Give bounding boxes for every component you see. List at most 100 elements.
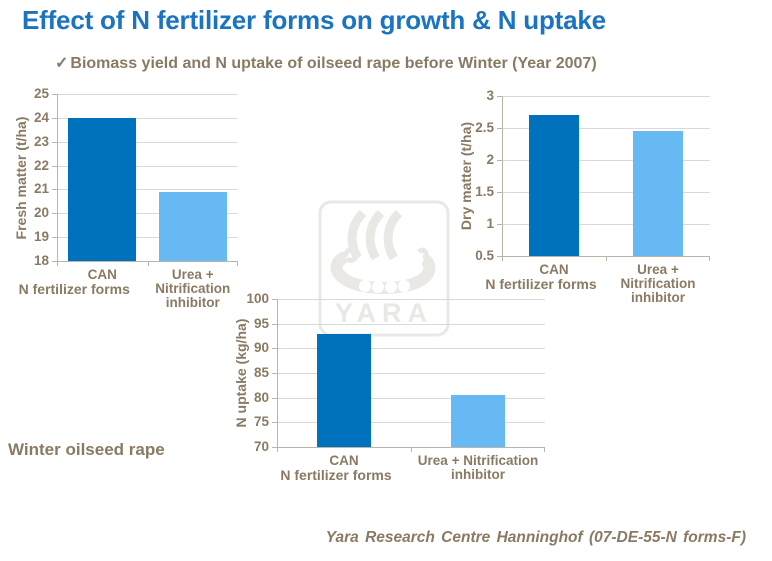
y-tick-mark <box>52 237 57 239</box>
bar-urea <box>633 131 683 256</box>
y-tick-label: 22 <box>33 157 49 173</box>
y-tick-mark <box>497 96 502 97</box>
credit-line: Yara Research Centre Hanninghof (07-DE-5… <box>325 529 746 546</box>
subtitle-bullet: ✓ Biomass yield and N uptake of oilseed r… <box>55 53 597 73</box>
y-tick-label: 1.5 <box>475 184 494 199</box>
category-label: Urea + Nitrification inhibitor <box>417 453 539 482</box>
y-tick-label: 19 <box>33 229 49 245</box>
gridline <box>502 128 710 129</box>
y-tick-label: 85 <box>253 365 269 380</box>
ship-hull-icon <box>330 251 436 295</box>
ship-shield-icon <box>385 281 397 293</box>
y-tick-label: 23 <box>33 133 49 149</box>
ship-shield-icon <box>372 281 384 293</box>
y-tick-mark <box>52 213 57 215</box>
y-tick-label: 21 <box>33 181 49 197</box>
x-tick-mark <box>709 256 710 261</box>
gridline <box>57 213 238 215</box>
gridline <box>277 323 545 325</box>
gridline <box>277 397 545 399</box>
ship-shield-icon <box>359 280 371 292</box>
note-winter-oilseed-rape: Winter oilseed rape <box>8 440 165 459</box>
y-tick-label: 25 <box>33 86 49 101</box>
y-tick-label: 75 <box>253 414 269 430</box>
gridline <box>57 141 238 143</box>
y-tick-label: 95 <box>253 315 269 331</box>
y-tick-mark <box>272 422 277 424</box>
y-tick-mark <box>497 256 502 257</box>
ship-shield-icon <box>398 280 410 292</box>
x-tick-mark <box>606 256 607 261</box>
gridline <box>57 94 238 95</box>
bar-can <box>317 333 371 447</box>
chart-n-uptake: 70 75 80 85 90 95 100 CAN Urea + Nitrification in… <box>233 291 545 482</box>
x-tick-mark <box>57 261 58 266</box>
y-tick-mark <box>497 224 502 225</box>
y-tick-label: 90 <box>253 340 269 356</box>
y-tick-mark <box>272 397 277 399</box>
y-tick-mark <box>52 261 57 262</box>
watermark-wordmark: YARA <box>335 298 433 328</box>
page-title: Effect of N fertilizer forms on growth &… <box>22 5 606 35</box>
category-label: Urea + Nitrification inhibitor <box>620 262 696 305</box>
y-tick-label: 2.5 <box>475 120 494 135</box>
gridline <box>277 422 545 424</box>
y-tick-label: 0.5 <box>475 248 494 263</box>
ship-prow-left-icon <box>342 247 359 263</box>
y-tick-label: 18 <box>33 253 49 268</box>
y-tick-label: 80 <box>253 389 269 405</box>
ship-sail-icon <box>365 209 385 261</box>
y-tick-label: 3 <box>486 88 494 103</box>
bar-can <box>529 115 579 256</box>
gridline <box>277 348 545 350</box>
y-tick-label: 2 <box>486 152 494 167</box>
x-axis-title: N fertilizer forms <box>18 281 130 297</box>
x-axis-title: N fertilizer forms <box>280 467 392 483</box>
y-tick-mark <box>497 160 502 161</box>
y-tick-mark <box>497 128 502 129</box>
bar-urea <box>158 191 227 261</box>
gridline <box>57 189 238 191</box>
gridline <box>57 237 238 239</box>
checkmark-icon: ✓ <box>55 55 69 72</box>
category-label: Urea + Nitrification inhibitor <box>155 267 231 310</box>
x-tick-mark <box>544 447 545 452</box>
gridline <box>502 192 710 193</box>
y-axis-line <box>277 299 278 447</box>
y-tick-mark <box>272 348 277 350</box>
y-tick-mark <box>52 189 57 191</box>
y-tick-mark <box>272 323 277 325</box>
x-axis-title: N fertilizer forms <box>485 276 597 292</box>
x-tick-mark <box>147 261 149 266</box>
gridline <box>57 165 238 167</box>
y-tick-mark <box>497 192 502 193</box>
category-label: CAN <box>87 267 117 282</box>
ship-sail-icon <box>383 209 403 261</box>
category-label: CAN <box>329 453 359 468</box>
y-tick-label: 1 <box>486 216 494 231</box>
y-tick-mark <box>272 299 277 300</box>
y-tick-mark <box>272 447 277 448</box>
y-tick-mark <box>52 165 57 167</box>
gridline <box>502 224 710 225</box>
subtitle-text: Biomass yield and N uptake of oilseed ra… <box>70 55 597 72</box>
y-tick-label: 24 <box>33 109 49 125</box>
gridline <box>277 373 545 374</box>
gridline <box>502 160 710 161</box>
x-tick-mark <box>502 256 503 261</box>
y-tick-mark <box>52 141 57 143</box>
y-tick-label: 100 <box>246 291 269 306</box>
x-tick-mark <box>277 447 278 452</box>
x-tick-mark <box>237 261 238 266</box>
y-tick-mark <box>52 117 57 119</box>
y-axis-line <box>502 96 503 256</box>
bar-urea-nitrification <box>451 395 505 447</box>
chart-fresh-matter: 18 19 20 21 22 23 24 25 CAN Urea + Nitrification in… <box>13 86 238 310</box>
gridline <box>57 117 238 119</box>
ship-prow-right-icon <box>417 247 429 261</box>
gridline <box>277 299 545 300</box>
y-tick-label: 20 <box>33 205 49 221</box>
category-label: CAN <box>539 262 569 277</box>
